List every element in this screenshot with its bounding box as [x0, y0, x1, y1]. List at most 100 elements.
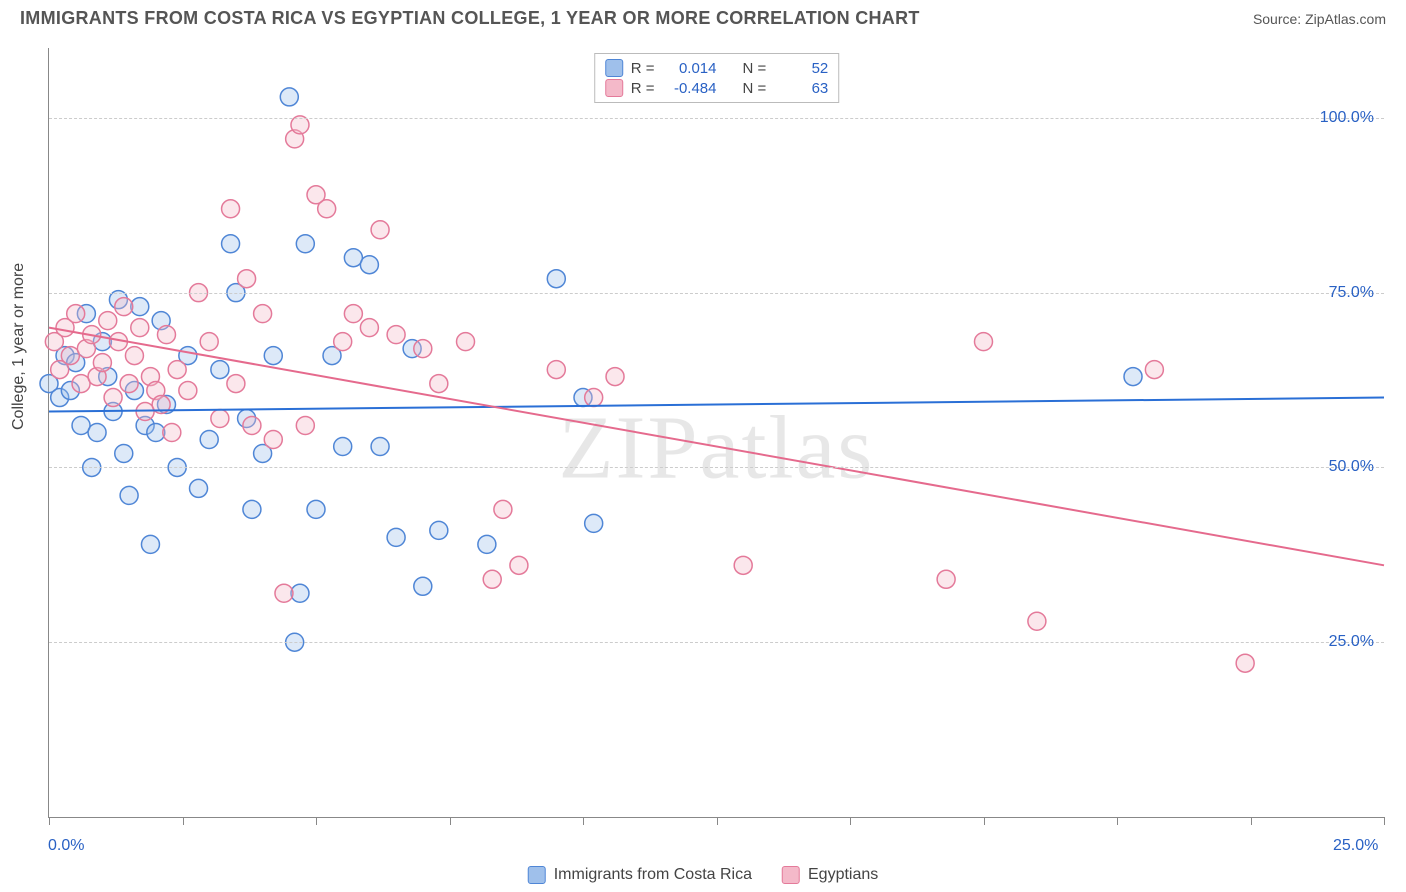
data-point — [387, 528, 405, 546]
x-tick — [850, 817, 851, 825]
legend-item-egyptians: Egyptians — [782, 866, 878, 884]
data-point — [120, 375, 138, 393]
data-point — [360, 256, 378, 274]
y-tick-label: 75.0% — [1329, 284, 1374, 302]
data-point — [547, 361, 565, 379]
data-point — [494, 500, 512, 518]
data-point — [179, 382, 197, 400]
swatch-egyptians — [782, 866, 800, 884]
data-point — [414, 577, 432, 595]
data-point — [334, 437, 352, 455]
data-point — [120, 486, 138, 504]
data-point — [585, 514, 603, 532]
data-point — [264, 430, 282, 448]
legend-label-egyptians: Egyptians — [808, 866, 878, 884]
data-point — [88, 424, 106, 442]
data-point — [157, 326, 175, 344]
data-point — [104, 389, 122, 407]
x-tick — [1117, 817, 1118, 825]
data-point — [296, 235, 314, 253]
chart-title: IMMIGRANTS FROM COSTA RICA VS EGYPTIAN C… — [20, 8, 920, 29]
data-point — [483, 570, 501, 588]
data-point — [99, 312, 117, 330]
gridline — [49, 642, 1384, 643]
data-point — [1145, 361, 1163, 379]
data-point — [334, 333, 352, 351]
data-point — [371, 221, 389, 239]
data-point — [200, 430, 218, 448]
gridline — [49, 467, 1384, 468]
n-label: N = — [743, 80, 767, 97]
series-legend: Immigrants from Costa Rica Egyptians — [528, 866, 879, 884]
data-point — [163, 424, 181, 442]
data-point — [430, 375, 448, 393]
data-point — [414, 340, 432, 358]
data-point — [975, 333, 993, 351]
x-tick — [583, 817, 584, 825]
data-point — [510, 556, 528, 574]
data-point — [585, 389, 603, 407]
data-point — [200, 333, 218, 351]
trend-line — [49, 328, 1384, 566]
gridline — [49, 293, 1384, 294]
data-point — [190, 479, 208, 497]
r-value-costa-rica: 0.014 — [663, 60, 717, 77]
data-point — [606, 368, 624, 386]
data-point — [275, 584, 293, 602]
chart-plot-area: ZIPatlas R = 0.014 N = 52 R = -0.484 N =… — [48, 48, 1384, 818]
data-point — [115, 298, 133, 316]
data-point — [344, 305, 362, 323]
data-point — [318, 200, 336, 218]
data-point — [141, 535, 159, 553]
x-tick-label: 25.0% — [1333, 837, 1378, 855]
x-tick — [450, 817, 451, 825]
data-point — [168, 361, 186, 379]
x-tick — [1384, 817, 1385, 825]
data-point — [296, 417, 314, 435]
data-point — [211, 361, 229, 379]
x-tick — [984, 817, 985, 825]
data-point — [937, 570, 955, 588]
data-point — [371, 437, 389, 455]
r-label: R = — [631, 80, 655, 97]
scatter-svg — [49, 48, 1384, 817]
data-point — [547, 270, 565, 288]
swatch-costa-rica — [605, 59, 623, 77]
data-point — [222, 235, 240, 253]
data-point — [125, 347, 143, 365]
data-point — [307, 500, 325, 518]
data-point — [254, 305, 272, 323]
y-axis-label: College, 1 year or more — [10, 263, 28, 430]
data-point — [430, 521, 448, 539]
data-point — [1236, 654, 1254, 672]
data-point — [360, 319, 378, 337]
y-tick-label: 25.0% — [1329, 633, 1374, 651]
data-point — [115, 444, 133, 462]
data-point — [131, 319, 149, 337]
x-tick — [49, 817, 50, 825]
n-value-egyptians: 63 — [774, 80, 828, 97]
swatch-costa-rica — [528, 866, 546, 884]
x-tick — [717, 817, 718, 825]
x-tick — [316, 817, 317, 825]
data-point — [243, 417, 261, 435]
data-point — [211, 410, 229, 428]
n-label: N = — [743, 60, 767, 77]
legend-label-costa-rica: Immigrants from Costa Rica — [554, 866, 752, 884]
trend-line — [49, 398, 1384, 412]
source-label: Source: ZipAtlas.com — [1253, 11, 1386, 27]
data-point — [478, 535, 496, 553]
data-point — [93, 354, 111, 372]
y-tick-label: 50.0% — [1329, 458, 1374, 476]
legend-item-costa-rica: Immigrants from Costa Rica — [528, 866, 752, 884]
data-point — [264, 347, 282, 365]
correlation-legend: R = 0.014 N = 52 R = -0.484 N = 63 — [594, 53, 840, 103]
data-point — [222, 200, 240, 218]
r-value-egyptians: -0.484 — [663, 80, 717, 97]
x-tick — [1251, 817, 1252, 825]
data-point — [1028, 612, 1046, 630]
data-point — [280, 88, 298, 106]
gridline — [49, 118, 1384, 119]
x-tick-label: 0.0% — [48, 837, 84, 855]
data-point — [1124, 368, 1142, 386]
